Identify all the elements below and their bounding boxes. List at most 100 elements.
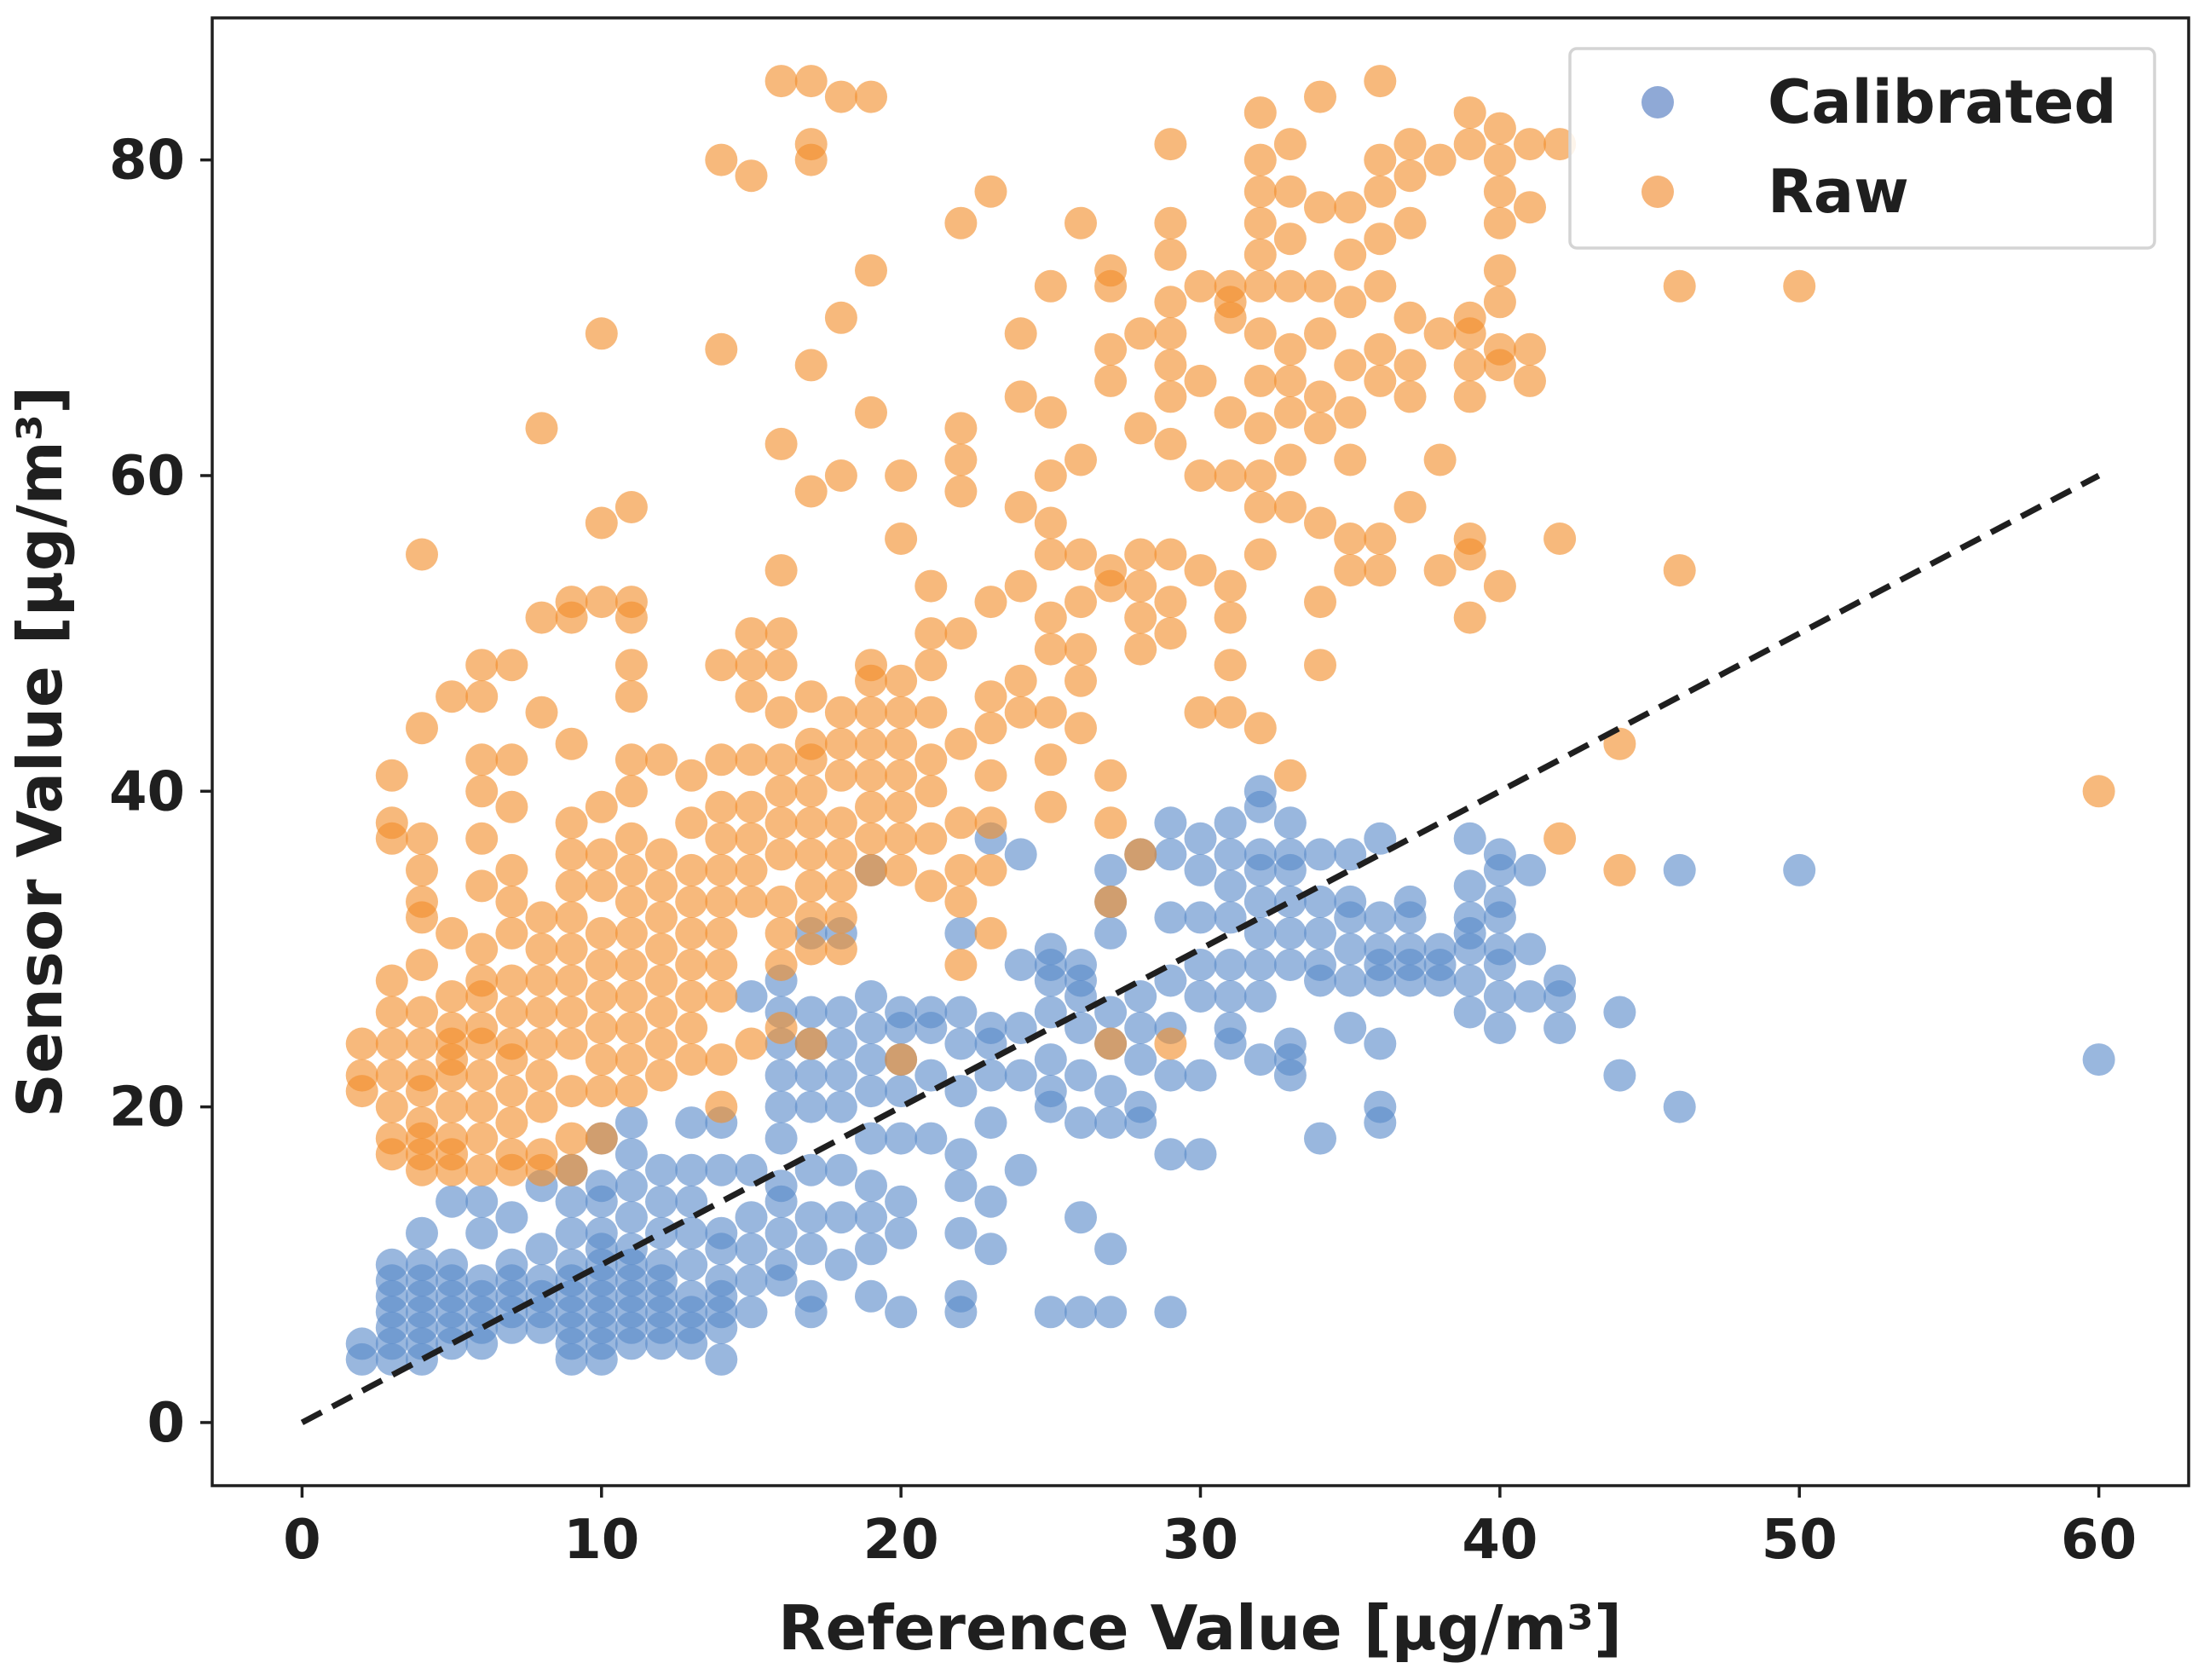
- calibrated-point: [495, 1201, 528, 1234]
- raw-point: [1154, 617, 1187, 650]
- y-tick-label: 20: [109, 1077, 185, 1140]
- raw-point: [585, 869, 618, 903]
- calibrated-point: [1243, 949, 1277, 981]
- raw-point: [555, 964, 588, 997]
- raw-point: [914, 869, 948, 903]
- raw-point: [1304, 317, 1336, 350]
- raw-point: [1214, 569, 1247, 603]
- raw-point: [885, 459, 918, 492]
- raw-point: [1423, 554, 1457, 587]
- calibrated-point: [1483, 980, 1516, 1013]
- raw-point: [585, 1012, 618, 1044]
- raw-point: [1603, 727, 1636, 760]
- calibrated-point: [1273, 916, 1307, 950]
- calibrated-point: [614, 1169, 648, 1203]
- raw-point: [1483, 206, 1516, 240]
- x-tick-label: 40: [1462, 1509, 1538, 1572]
- raw-point: [824, 301, 857, 334]
- calibrated-series: [345, 775, 2115, 1376]
- raw-point: [824, 80, 857, 113]
- calibrated-point: [1453, 964, 1486, 997]
- calibrated-point: [1064, 1201, 1097, 1234]
- raw-point: [585, 506, 618, 540]
- raw-point: [974, 586, 1007, 619]
- raw-point: [944, 475, 978, 508]
- raw-point: [855, 759, 887, 792]
- calibrated-point: [1094, 1233, 1128, 1266]
- raw-point: [555, 901, 588, 934]
- raw-point: [1214, 269, 1247, 303]
- raw-point: [406, 1027, 438, 1060]
- raw-point: [764, 949, 798, 981]
- calibrated-point: [1004, 1153, 1037, 1186]
- calibrated-point: [885, 1185, 918, 1218]
- raw-point: [794, 775, 828, 808]
- calibrated-point: [1094, 916, 1128, 950]
- calibrated-point: [1124, 980, 1157, 1013]
- raw-point: [1273, 364, 1307, 397]
- raw-point: [764, 885, 798, 918]
- raw-point: [555, 1027, 588, 1060]
- legend: Calibrated Raw: [1568, 47, 2156, 250]
- raw-point: [794, 475, 828, 508]
- calibrated-point: [1004, 1059, 1037, 1092]
- raw-point: [735, 617, 768, 650]
- raw-point: [465, 822, 499, 855]
- x-tick-label: 60: [2061, 1509, 2137, 1572]
- raw-point: [974, 853, 1007, 886]
- calibrated-point: [1304, 838, 1336, 871]
- raw-point: [1004, 491, 1037, 523]
- raw-point: [495, 1138, 528, 1171]
- raw-point: [764, 554, 798, 587]
- raw-point: [1453, 128, 1486, 161]
- legend-marker-raw: [1641, 176, 1674, 208]
- x-tick-label: 20: [863, 1509, 939, 1572]
- raw-point: [794, 838, 828, 871]
- calibrated-point: [614, 1201, 648, 1234]
- y-tick-label: 80: [109, 130, 185, 193]
- calibrated-point: [705, 1216, 738, 1250]
- calibrated-point: [436, 1248, 469, 1281]
- calibrated-point: [525, 1264, 558, 1297]
- raw-point: [824, 838, 857, 871]
- raw-point: [645, 996, 678, 1029]
- raw-point: [974, 712, 1007, 745]
- calibrated-point: [555, 1248, 588, 1281]
- raw-point: [1034, 506, 1067, 540]
- raw-point: [675, 1012, 708, 1044]
- calibrated-point: [345, 1327, 378, 1360]
- raw-point: [1034, 696, 1067, 729]
- calibrated-point: [375, 1248, 408, 1281]
- raw-point: [1214, 649, 1247, 682]
- raw-point: [1423, 317, 1457, 350]
- raw-point: [1034, 601, 1067, 634]
- raw-point: [914, 743, 948, 776]
- calibrated-point: [1273, 806, 1307, 840]
- raw-point: [614, 1012, 648, 1044]
- calibrated-point: [1453, 901, 1486, 934]
- raw-point: [1483, 175, 1516, 208]
- calibrated-point: [974, 1059, 1007, 1092]
- calibrated-point: [764, 1169, 798, 1203]
- calibrated-point: [735, 1296, 768, 1329]
- raw-point: [525, 696, 558, 729]
- raw-point: [406, 996, 438, 1029]
- calibrated-point: [1034, 1296, 1067, 1329]
- raw-point: [1243, 175, 1277, 208]
- calibrated-point: [1184, 822, 1217, 855]
- calibrated-point: [794, 996, 828, 1029]
- raw-point: [764, 775, 798, 808]
- raw-point: [1334, 395, 1367, 429]
- calibrated-point: [1273, 838, 1307, 871]
- calibrated-point: [1184, 980, 1217, 1013]
- calibrated-point: [974, 1233, 1007, 1266]
- raw-point: [764, 65, 798, 98]
- raw-point: [794, 806, 828, 840]
- x-tick-label: 10: [563, 1509, 639, 1572]
- raw-point: [1273, 222, 1307, 256]
- raw-point: [406, 949, 438, 981]
- calibrated-point: [1184, 1138, 1217, 1171]
- calibrated-point: [555, 1185, 588, 1218]
- raw-point: [345, 1027, 378, 1060]
- raw-point: [495, 853, 528, 886]
